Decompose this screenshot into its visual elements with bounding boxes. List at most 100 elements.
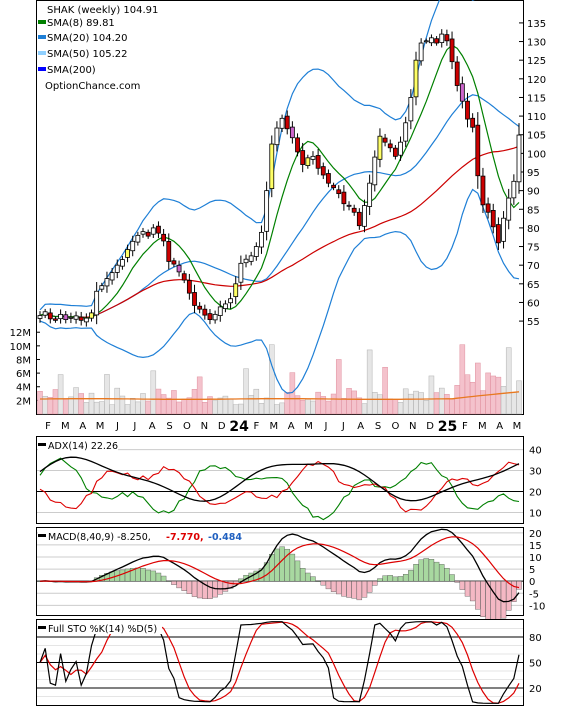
sto-tick-label: 50 [529,659,542,670]
candle-body [197,305,203,310]
candle-body [454,61,460,86]
candle-body [336,189,342,195]
volume-bar [140,393,146,415]
price-tick-label: 80 [527,224,540,235]
candle-body [485,203,491,213]
candle-body [58,313,64,320]
volume-bar [413,390,419,415]
macd-histogram-bar [439,564,445,582]
volume-bar [387,398,393,415]
macd-histogram-bar [336,580,342,595]
macd-histogram-bar [454,580,460,583]
price-tick-label: 105 [527,131,546,142]
volume-bar [114,387,121,415]
candle-body [387,143,393,149]
candle-body [346,204,352,207]
volume-bar [397,402,404,415]
macd-histogram-bar [346,580,352,598]
candle-body [186,280,192,294]
candle-body [418,42,424,62]
candle-body [253,246,259,257]
volume-bar [418,392,424,415]
volume-bar [181,398,187,415]
macd-histogram-bar [361,580,368,598]
candle-body [470,117,476,128]
macd-histogram-bar [181,580,187,591]
volume-bar [330,393,337,415]
macd-histogram-bar [150,570,157,582]
sto-label-swatch [38,626,46,629]
volume-bar [135,401,141,415]
volume-bar [52,389,59,415]
volume-bars [37,344,522,415]
volume-bar [464,374,471,415]
volume-bar [310,400,316,415]
price-tick-label: 70 [527,261,540,272]
candle-body [444,34,450,42]
macd-histogram-bar [433,561,440,582]
price-tick-label: 55 [527,317,540,328]
macd-histogram-bar [356,580,363,601]
adx-label: ADX(14) 22.26 [48,441,118,452]
macd-histogram-bar [124,568,131,582]
volume-bar [469,381,476,415]
macd-histogram-bar [495,580,502,624]
candle-body [161,233,167,242]
volume-bar [253,388,260,415]
month-label: A [288,421,295,432]
price-tick-label: 75 [527,243,540,254]
candle-body [506,197,512,221]
volume-bar [145,400,151,415]
candle-body [78,316,84,321]
macd-histogram-bar [464,580,471,597]
stochastic-grid: 20 50 80 [37,628,542,697]
macd-histogram-bar [387,575,393,582]
volume-bar [346,388,352,415]
volume-bar [186,397,193,415]
month-label: A [79,421,86,432]
legend-label-sma50: SMA(50) 105.22 [47,49,128,60]
candle-body [300,150,306,165]
price-tick-label: 130 [527,38,546,49]
volume-bar [480,390,486,415]
macd-tick-label: -5 [529,589,539,600]
volume-bar [227,399,234,415]
candle-body [109,272,115,281]
candle-body [341,191,347,205]
candle-body [429,37,434,44]
price-tick-label: 115 [527,93,546,104]
candle-body [392,147,398,157]
candle-body [37,315,43,319]
volume-bar [315,391,321,415]
year-label: 24 [229,419,249,435]
volume-bar [382,366,388,415]
price-tick-label: 85 [527,205,540,216]
candle-body [156,225,161,234]
volume-bar [171,390,177,415]
sma50-line [39,145,520,318]
candle-body [274,127,280,146]
candle-body [228,298,233,304]
volume-bar [176,401,182,415]
volume-bar [495,376,502,415]
macd-histogram-bar [320,580,326,586]
volume-bar [248,395,254,415]
moving-averages [39,0,520,394]
volume-tick-label: 6M [16,369,31,380]
macd-histogram-bar [516,580,522,590]
volume-bar [305,398,311,415]
volume-bar [372,392,378,415]
candlesticks [37,29,522,327]
volume-bar [459,344,466,415]
volume-bar [217,397,224,415]
candle-body [434,38,439,44]
candle-body [439,33,445,43]
volume-bar [511,392,517,415]
sto-tick-label: 20 [529,684,542,695]
macd-histogram-bar [207,580,213,599]
candle-body [238,262,244,283]
volume-bar [444,394,450,415]
candle-body [89,312,94,319]
macd-tick-label: 5 [529,565,535,576]
volume-bar [232,404,239,415]
